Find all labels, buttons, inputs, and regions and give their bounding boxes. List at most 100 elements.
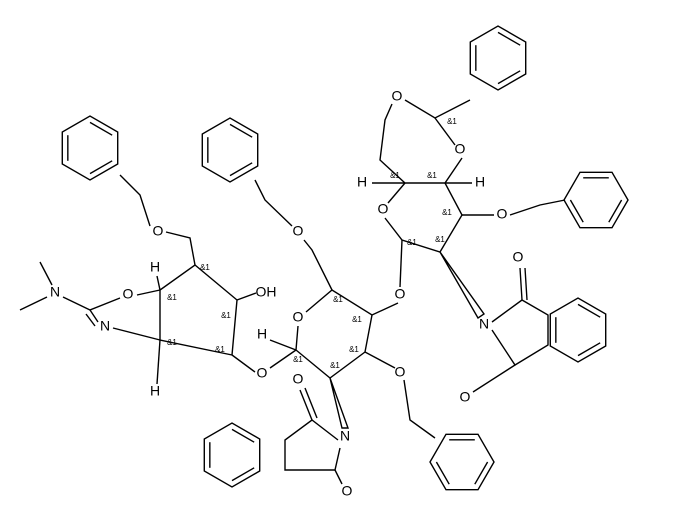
bond: [472, 364, 516, 393]
atom: H: [357, 174, 367, 190]
bond: [284, 419, 341, 471]
bond: [112, 327, 161, 341]
stereo: &1: [447, 117, 457, 126]
bond: [19, 296, 48, 311]
atom: O: [123, 286, 134, 302]
stereo: &1: [293, 355, 303, 364]
atom: O: [497, 206, 508, 222]
double-bond: [497, 31, 521, 46]
atom: O: [395, 286, 406, 302]
bond: [387, 182, 406, 204]
bond: [509, 199, 566, 216]
atom: O: [342, 483, 353, 499]
double-bond: [89, 121, 113, 136]
bond: [136, 289, 161, 296]
double-bond: [435, 461, 450, 485]
atom: N: [479, 316, 489, 332]
wedge: [439, 251, 485, 319]
bond: [269, 349, 297, 369]
stereo: &1: [352, 315, 362, 324]
atom: H: [475, 174, 485, 190]
bond: [364, 351, 396, 369]
bonds: [19, 99, 566, 485]
atom: N: [50, 284, 60, 300]
ring: [203, 422, 261, 488]
bond: [165, 231, 196, 266]
bond: [159, 264, 256, 373]
atom: O: [395, 364, 406, 380]
stereo: &1: [442, 208, 452, 217]
stereo: &1: [221, 311, 231, 320]
atom: O: [378, 201, 389, 217]
bond: [305, 289, 399, 316]
bond: [119, 174, 151, 227]
ring: [61, 115, 119, 181]
atom: O: [293, 309, 304, 325]
bond: [524, 267, 528, 301]
atom: O: [460, 389, 471, 405]
stereo: &1: [349, 345, 359, 354]
phenyl-rings: [61, 25, 629, 491]
atom: H: [150, 259, 160, 275]
bond: [303, 239, 333, 291]
double-bond: [231, 467, 255, 482]
bond: [403, 379, 436, 439]
atom: H: [150, 383, 160, 399]
bond: [304, 387, 318, 419]
bond: [269, 339, 297, 351]
atom: O: [293, 223, 304, 239]
bond: [39, 261, 53, 286]
bond: [399, 239, 403, 288]
ring: [429, 433, 495, 491]
atom: O: [392, 88, 403, 104]
double-bond: [229, 162, 253, 177]
double-bond: [497, 70, 521, 85]
stereo: &1: [167, 338, 177, 347]
atom: O: [153, 223, 164, 239]
atom: O: [293, 371, 304, 387]
stereo: &1: [390, 171, 400, 180]
atom: O: [455, 141, 466, 157]
bond: [519, 267, 523, 301]
ring: [201, 117, 259, 183]
double-bond: [577, 342, 601, 357]
stereo: &1: [215, 345, 225, 354]
bond: [156, 275, 161, 291]
bond: [156, 339, 161, 385]
stereo: &1: [200, 263, 210, 272]
atom-labels: O O &1 H &1 &1 H O &1 O &1 &1 O O N O O …: [50, 88, 524, 499]
stereo: &1: [407, 238, 417, 247]
bond: [254, 179, 293, 227]
bond: [434, 117, 456, 146]
atom: N: [100, 318, 110, 334]
bond: [85, 313, 96, 327]
ring: [563, 171, 629, 229]
atom: O: [513, 249, 524, 265]
double-bond: [608, 199, 623, 223]
stereo: &1: [167, 293, 177, 302]
bond: [379, 103, 463, 184]
atom: N: [340, 428, 350, 444]
double-bond: [89, 160, 113, 175]
double-bond: [229, 123, 253, 138]
atom: H: [257, 326, 267, 342]
wedge: [329, 377, 349, 429]
stereo: &1: [427, 171, 437, 180]
stereo: &1: [330, 361, 340, 370]
bond: [334, 469, 343, 485]
ring: [469, 25, 527, 91]
double-bond: [577, 303, 601, 318]
double-bond: [569, 199, 584, 223]
ring: [549, 297, 607, 363]
stereo: &1: [435, 235, 445, 244]
bond: [236, 292, 257, 301]
atom: O: [257, 365, 268, 381]
atom: OH: [256, 284, 277, 300]
bond: [404, 99, 471, 119]
bond: [62, 296, 91, 311]
bond: [491, 299, 549, 366]
stereo: &1: [333, 295, 343, 304]
double-bond: [474, 461, 489, 485]
